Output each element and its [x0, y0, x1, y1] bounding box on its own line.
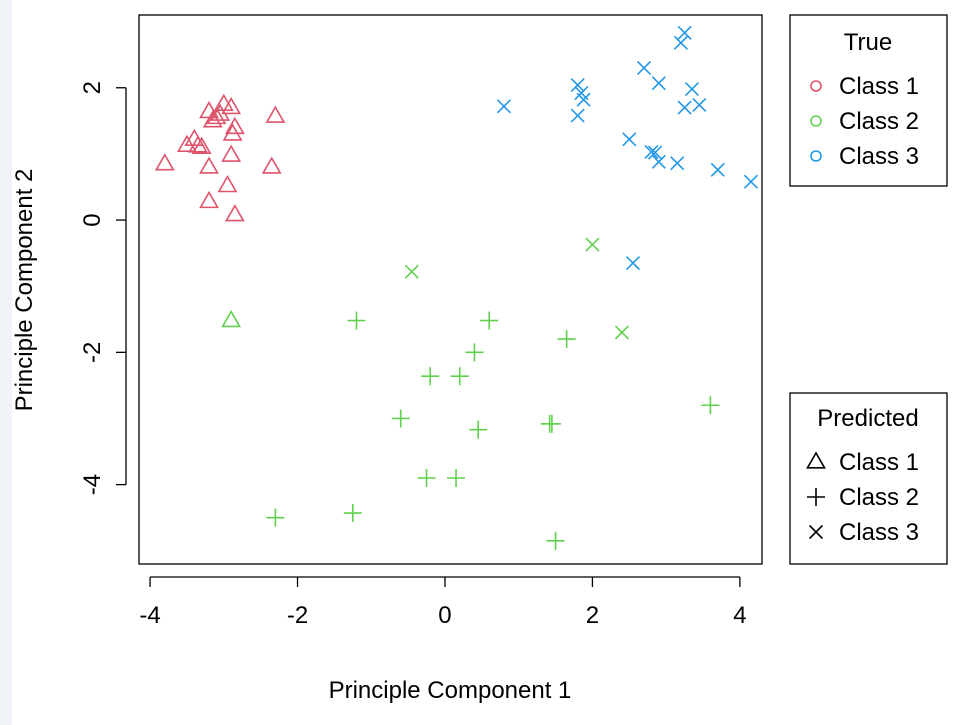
legend-marker-cross — [808, 524, 824, 540]
y-tick-label: 2 — [79, 81, 106, 94]
data-point-true3-pred3 — [625, 255, 641, 271]
data-point-true1-pred1 — [199, 156, 219, 174]
data-point-true3-pred3 — [570, 78, 585, 93]
data-point-true2-pred2 — [391, 409, 410, 428]
data-point-true3-pred3 — [496, 99, 512, 114]
data-point-true2-pred2 — [343, 504, 362, 523]
data-point-true2-pred2 — [266, 508, 285, 527]
legend-entry-label: Class 1 — [839, 449, 919, 476]
data-point-true2-pred3 — [614, 325, 629, 340]
data-point-true3-pred3 — [677, 100, 692, 115]
y-axis-title: Principle Component 2 — [11, 169, 38, 412]
data-point-true1-pred1 — [206, 106, 227, 125]
data-point-true1-pred1 — [221, 144, 242, 162]
data-point-true2-pred3 — [585, 237, 600, 252]
x-axis: -4 -2 0 2 4 — [139, 576, 747, 629]
data-point-true2-pred2 — [469, 420, 488, 439]
data-points — [154, 25, 759, 550]
data-point-true2-pred2 — [347, 311, 366, 330]
data-point-true2-pred2 — [465, 343, 484, 362]
data-point-true1-pred1 — [154, 153, 175, 171]
data-point-true3-pred3 — [677, 25, 692, 40]
data-point-true2-pred2 — [447, 469, 466, 488]
data-point-true2-pred2 — [417, 469, 436, 488]
data-point-true1-pred1 — [188, 135, 208, 153]
legend-entry-label: Class 3 — [839, 519, 919, 546]
data-point-true3-pred3 — [570, 108, 585, 123]
data-point-true3-pred3 — [644, 144, 659, 159]
data-point-true2-pred2 — [450, 367, 469, 386]
data-point-true3-pred3 — [673, 35, 688, 50]
legend-true: True Class 1 Class 2 Class 3 — [789, 14, 948, 187]
data-point-true2-pred2 — [480, 311, 499, 330]
legend-entry-label: Class 1 — [839, 73, 919, 100]
legend-marker-circle — [810, 80, 822, 92]
data-point-true3-pred3 — [743, 174, 759, 189]
x-axis-title: Principle Component 1 — [329, 677, 572, 704]
x-tick-label: 2 — [586, 602, 599, 629]
x-tick-label: -2 — [287, 602, 308, 629]
y-tick-label: -2 — [79, 342, 106, 363]
x-tick-label: -4 — [139, 602, 160, 629]
legend-marker-plus — [807, 488, 825, 506]
data-point-true1-pred1 — [261, 156, 282, 174]
data-point-true1-pred1 — [224, 204, 245, 222]
data-point-true1-pred1 — [265, 105, 286, 123]
data-point-true1-pred1 — [221, 96, 242, 115]
legend-marker-triangle — [806, 451, 826, 469]
data-point-true2-pred3 — [404, 264, 419, 279]
plot-area-frame — [138, 14, 763, 565]
data-point-true3-pred3 — [692, 97, 707, 113]
data-point-true3-pred3 — [651, 154, 666, 169]
legend-entry-label: Class 3 — [839, 143, 919, 170]
data-point-true3-pred3 — [648, 145, 663, 160]
data-point-true3-pred3 — [636, 60, 652, 75]
data-point-true3-pred3 — [710, 162, 725, 177]
legend-predicted-title: Predicted — [817, 405, 918, 432]
data-point-true1-pred1 — [202, 110, 223, 128]
legend-true-title: True — [844, 29, 892, 56]
legend-predicted: Predicted Class 1 Class 2 Class 3 — [789, 392, 948, 565]
y-tick-label: -4 — [79, 474, 106, 495]
data-point-true1-pred1 — [176, 134, 197, 152]
x-tick-label: 0 — [438, 602, 451, 629]
data-point-true2-pred2 — [557, 330, 576, 349]
data-point-true1-pred1 — [191, 136, 212, 154]
data-point-true2-pred2 — [540, 414, 559, 433]
legend-entry-label: Class 2 — [839, 108, 919, 135]
data-point-true1-pred1 — [199, 190, 219, 209]
data-point-true3-pred3 — [651, 76, 666, 91]
legend-true-frame — [789, 14, 948, 187]
data-point-true3-pred3 — [576, 92, 591, 107]
y-axis: -4 -2 0 2 — [79, 81, 127, 495]
data-point-true1-pred1 — [210, 103, 231, 121]
window-edge — [0, 0, 12, 725]
data-point-true1-pred1 — [217, 175, 238, 193]
legend-predicted-frame — [789, 392, 948, 565]
data-point-true3-pred3 — [670, 156, 685, 171]
data-point-true3-pred3 — [684, 82, 700, 97]
x-tick-label: 4 — [733, 602, 746, 629]
legend-marker-circle — [810, 150, 822, 162]
legend-marker-circle — [810, 115, 822, 127]
data-point-true2-pred2 — [421, 367, 440, 386]
y-tick-label: 0 — [79, 213, 106, 226]
data-point-true2-pred2 — [701, 396, 720, 415]
data-point-true1-pred1 — [222, 123, 243, 141]
data-point-true1-pred1 — [221, 309, 242, 328]
legend-entry-label: Class 2 — [839, 484, 919, 511]
data-point-true1-pred1 — [224, 116, 245, 135]
data-point-true2-pred2 — [546, 531, 565, 550]
data-point-true3-pred3 — [622, 132, 637, 147]
